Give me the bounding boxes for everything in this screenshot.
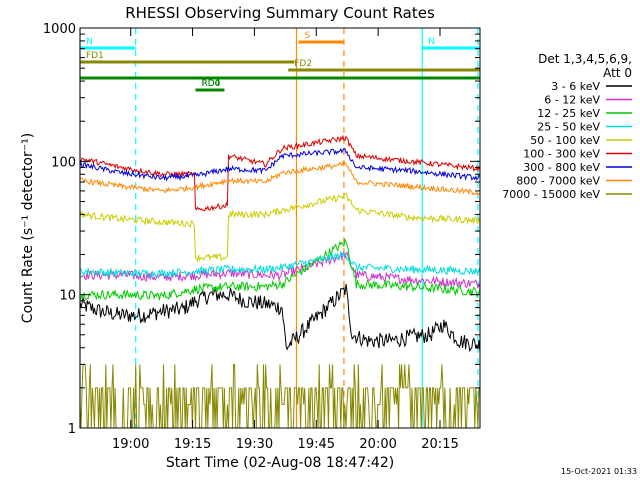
annotation-label-7: RD4	[201, 79, 220, 89]
series-7-trace-0	[79, 160, 481, 196]
legend-label-1: 6 - 12 keV	[544, 94, 600, 107]
annotation-label-0: N	[86, 37, 93, 47]
legend-label-0: 3 - 6 keV	[551, 80, 600, 93]
series-1-trace-0	[79, 250, 481, 289]
legend-label-3: 25 - 50 keV	[537, 121, 600, 134]
legend-label-7: 800 - 7000 keV	[516, 175, 600, 188]
detector-label: Det 1,3,4,5,6,9,	[538, 52, 632, 66]
annotation-label-6: RD0	[201, 79, 220, 89]
annotation-label-1: N	[428, 37, 435, 47]
series-5-trace-0	[79, 134, 481, 212]
x-tick-label-0: 19:00	[112, 437, 149, 452]
x-tick-label-4: 20:00	[359, 437, 396, 452]
series-6	[79, 147, 481, 182]
series-7	[79, 160, 481, 196]
x-tick-label-3: 19:45	[298, 437, 335, 452]
y-tick-label-1: 10	[59, 289, 76, 304]
series-6-trace-0	[79, 147, 481, 182]
attenuator-label: Att 0	[603, 66, 632, 80]
x-axis: 19:00 19:15 19:30 19:45 20:00 20:15	[112, 28, 459, 452]
series-3	[79, 250, 481, 278]
y-tick-label-2: 100	[51, 155, 76, 170]
annotation-label-3: FD1	[86, 51, 104, 61]
series-0-trace-0	[79, 283, 481, 353]
annotation-label-4: FD2	[294, 59, 312, 69]
legend-label-4: 50 - 100 keV	[530, 134, 600, 147]
x-tick-label-5: 20:15	[421, 437, 458, 452]
series-5	[79, 134, 481, 212]
y-tick-label-3: 1000	[43, 22, 76, 37]
series-4-trace-0	[79, 192, 481, 263]
legend-label-5: 100 - 300 keV	[523, 148, 600, 161]
series-2-trace-0	[79, 238, 481, 301]
y-tick-label-0: 1	[68, 422, 76, 437]
series-2	[79, 238, 481, 301]
legend-label-6: 300 - 800 keV	[523, 161, 600, 174]
annotation-label-2: S	[305, 31, 311, 41]
legend-label-2: 12 - 25 keV	[537, 107, 600, 120]
series-1	[79, 250, 481, 289]
y-axis: 1 10 100 1000	[43, 22, 480, 437]
x-axis-label: Start Time (02-Aug-08 18:47:42)	[166, 455, 394, 471]
x-tick-label-1: 19:15	[174, 437, 211, 452]
series-0	[79, 283, 481, 353]
y-axis-label: Count Rate (s⁻¹ detector⁻¹)	[20, 133, 36, 323]
series-4	[79, 192, 481, 263]
plot-frame	[79, 27, 481, 429]
series-3-trace-0	[79, 250, 481, 278]
chart-title: RHESSI Observing Summary Count Rates	[125, 4, 435, 22]
x-tick-label-2: 19:30	[236, 437, 273, 452]
generation-timestamp: 15-Oct-2021 01:33	[561, 467, 637, 476]
legend-label-8: 7000 - 15000 keV	[502, 188, 600, 201]
